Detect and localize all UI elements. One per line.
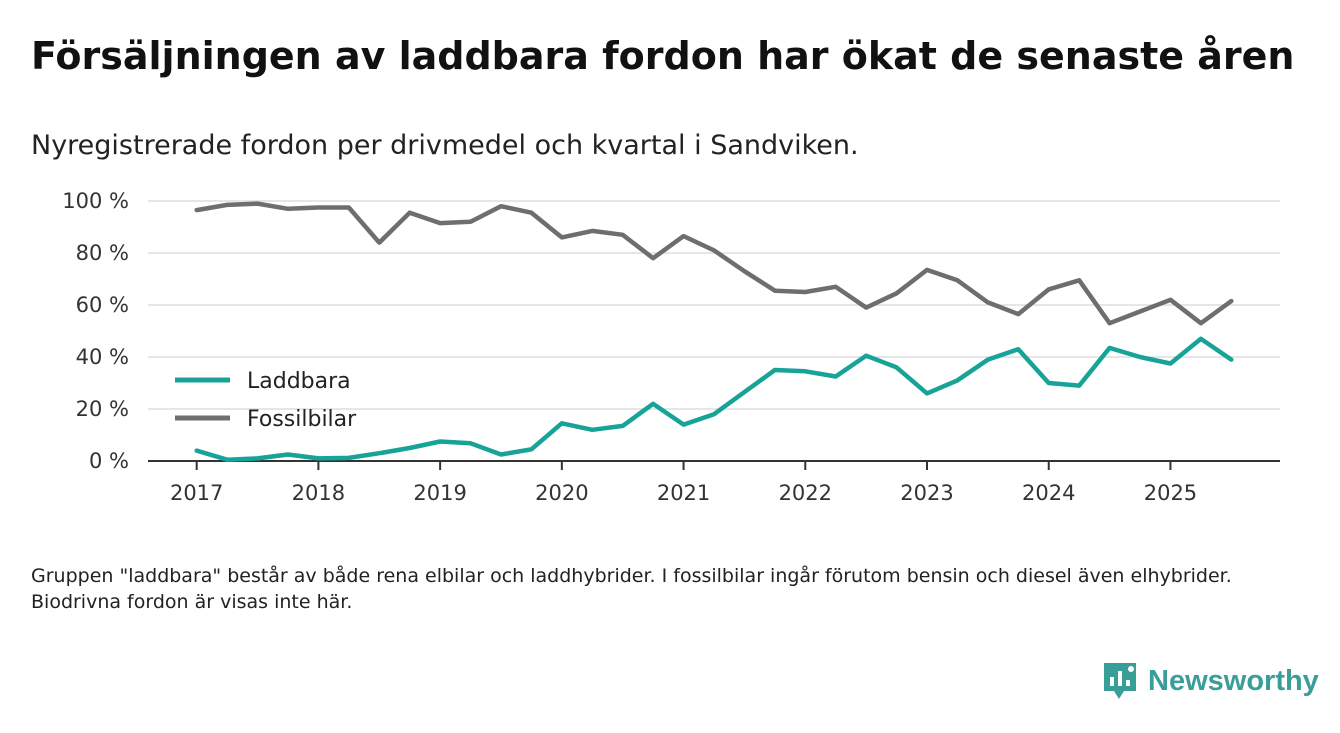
line-chart: 0 % 20 % 40 % 60 % 80 % 100 % 2017 2018 2019 202… bbox=[62, 189, 1280, 505]
grid-lines bbox=[148, 200, 1280, 410]
x-tick-label: 2017 bbox=[170, 481, 223, 505]
chart-subtitle: Nyregistrerade fordon per drivmedel och … bbox=[31, 130, 859, 161]
y-tick-label: 0 % bbox=[89, 449, 129, 473]
newsworthy-logo-icon bbox=[1104, 663, 1136, 699]
newsworthy-brand[interactable]: Newsworthy bbox=[1102, 661, 1319, 701]
x-tick-label: 2022 bbox=[779, 481, 832, 505]
chart-title: Försäljningen av laddbara fordon har öka… bbox=[31, 34, 1295, 78]
x-tick-label: 2024 bbox=[1022, 481, 1075, 505]
x-tick-label: 2018 bbox=[292, 481, 345, 505]
x-tick-label: 2025 bbox=[1144, 481, 1197, 505]
series-line-fossilbilar bbox=[194, 201, 1234, 326]
x-tick-label: 2020 bbox=[535, 481, 588, 505]
footnote: Gruppen "laddbara" består av både rena e… bbox=[31, 565, 1232, 613]
y-axis-ticks: 0 % 20 % 40 % 60 % 80 % 100 % bbox=[62, 189, 129, 473]
x-tick-label: 2023 bbox=[900, 481, 953, 505]
legend-label-laddbara: Laddbara bbox=[247, 369, 351, 394]
series-line-laddbara bbox=[194, 336, 1234, 462]
y-tick-label: 40 % bbox=[76, 345, 129, 369]
x-axis-ticks: 2017 2018 2019 2020 2021 2022 2023 2024 2025 bbox=[170, 461, 1197, 505]
y-tick-label: 20 % bbox=[76, 397, 129, 421]
brand-name: Newsworthy bbox=[1148, 664, 1319, 697]
legend: Laddbara Fossilbilar bbox=[175, 369, 357, 432]
y-tick-label: 100 % bbox=[62, 189, 129, 213]
legend-label-fossilbilar: Fossilbilar bbox=[247, 407, 357, 432]
x-tick-label: 2019 bbox=[413, 481, 466, 505]
y-tick-label: 60 % bbox=[76, 293, 129, 317]
x-tick-label: 2021 bbox=[657, 481, 710, 505]
series-lines bbox=[194, 201, 1234, 462]
y-tick-label: 80 % bbox=[76, 241, 129, 265]
